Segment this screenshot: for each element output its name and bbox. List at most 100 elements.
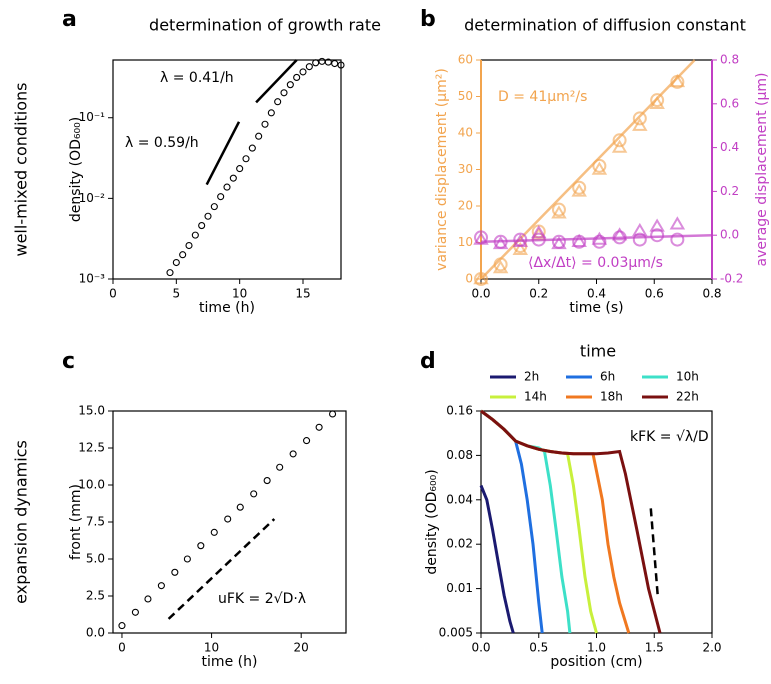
circle-marker	[210, 203, 218, 211]
triangle-marker	[632, 117, 648, 131]
y-tick-label: 0.08	[446, 448, 473, 462]
legend-label: 2h	[524, 370, 539, 384]
circle-marker	[131, 608, 139, 616]
circle-marker	[172, 258, 180, 267]
x-tick-label: 0.2	[529, 287, 548, 301]
x-tick-label: 0.5	[529, 641, 548, 655]
triangle-marker	[611, 227, 628, 241]
legend-label: 10h	[676, 370, 699, 384]
y2-tick-label: 0.8	[720, 53, 739, 67]
y-tick-label: 10⁻³	[79, 272, 106, 286]
circle-marker	[303, 437, 311, 445]
x-tick-label: 2.0	[702, 641, 721, 655]
triangle-marker	[571, 183, 587, 197]
y-tick-label: 5.0	[86, 552, 105, 566]
circle-marker	[185, 241, 193, 250]
circle-marker	[198, 222, 206, 230]
triangle-marker	[492, 235, 509, 250]
y-tick-label: 7.5	[86, 515, 105, 529]
annotation: ⟨Δx/Δt⟩ = 0.03μm/s	[528, 255, 663, 271]
circle-marker	[242, 155, 250, 163]
circle-marker	[650, 93, 665, 108]
circle-marker	[276, 463, 284, 471]
triangle-marker	[512, 241, 529, 255]
x-tick-label: 1.5	[645, 641, 664, 655]
circle-marker	[261, 120, 269, 128]
y2-tick-label: 0.6	[720, 96, 739, 110]
plot-frame	[112, 59, 342, 280]
triangle-marker	[649, 218, 665, 232]
legend-label: 14h	[524, 390, 547, 404]
y-tick-label: 40	[458, 126, 473, 140]
y-tick-label: 2.5	[86, 589, 105, 603]
y-tick-label: 10	[458, 235, 473, 249]
series-line	[255, 59, 298, 104]
annotation: λ = 0.59/h	[125, 135, 199, 151]
circle-marker	[171, 568, 179, 576]
y-tick-label: 10⁻¹	[79, 110, 106, 124]
series-line	[479, 484, 515, 634]
x-tick-label: 1.0	[587, 641, 606, 655]
row-label: expansion dynamics	[12, 440, 31, 604]
triangle-marker	[551, 235, 567, 250]
circle-marker	[224, 515, 232, 523]
circle-marker	[315, 423, 323, 431]
circle-marker	[263, 477, 271, 485]
triangle-marker	[591, 161, 608, 175]
circle-marker	[236, 165, 244, 173]
circle-marker	[632, 111, 647, 126]
annotation: D = 41μm²/s	[498, 89, 587, 105]
circle-marker	[592, 158, 607, 173]
x-axis-label: time (h)	[199, 300, 255, 316]
circle-marker	[324, 58, 332, 66]
triangle-marker	[571, 233, 587, 247]
triangle-marker	[473, 231, 489, 245]
circle-marker	[210, 528, 218, 536]
circle-marker	[592, 234, 607, 249]
circle-marker	[670, 232, 685, 247]
circle-marker	[305, 63, 313, 71]
circle-marker	[551, 202, 566, 217]
triangle-marker	[473, 271, 489, 285]
circle-marker	[191, 231, 199, 239]
x-tick-label: 0.0	[471, 641, 490, 655]
x-tick-label: 10	[232, 287, 247, 301]
x-tick-label: 0.8	[702, 287, 721, 301]
series-line	[205, 121, 241, 186]
circle-marker	[299, 68, 307, 76]
y-axis-label: density (OD₆₀₀)	[424, 469, 440, 574]
legend-title: time	[580, 342, 616, 361]
circle-marker	[118, 622, 126, 630]
x-axis-label: time (s)	[569, 300, 623, 316]
y-tick-label: 0.01	[446, 581, 473, 595]
y2-tick-label: 0.0	[720, 228, 739, 242]
panel-letter: a	[62, 7, 77, 32]
annotation: kFK = √λ/D	[630, 429, 709, 445]
y-tick-label: 12.5	[78, 441, 105, 455]
y-tick-label: 15.0	[78, 404, 105, 418]
series-line	[480, 233, 713, 244]
circle-marker	[144, 595, 152, 603]
x-tick-label: 0.6	[645, 287, 664, 301]
circle-marker	[223, 183, 231, 191]
y2-tick-label: 0.4	[720, 140, 739, 154]
circle-marker	[183, 555, 191, 563]
panel-title: determination of growth rate	[149, 16, 381, 35]
y2-axis-label: average displacement (μm)	[754, 72, 770, 266]
circle-marker	[612, 133, 627, 148]
y-tick-label: 10.0	[78, 478, 105, 492]
y-axis-label: variance displacement (μm²)	[434, 68, 450, 271]
triangle-marker	[632, 222, 648, 237]
x-tick-label: 0.0	[471, 287, 490, 301]
x-tick-label: 5	[173, 287, 181, 301]
y-axis-label: front (mm)	[68, 484, 84, 560]
circle-marker	[217, 193, 225, 201]
circle-marker	[280, 89, 288, 97]
legend-label: 6h	[600, 370, 615, 384]
circle-marker	[157, 582, 165, 590]
annotation: λ = 0.41/h	[160, 70, 234, 86]
x-tick-label: 0	[109, 287, 117, 301]
circle-marker	[250, 490, 258, 498]
